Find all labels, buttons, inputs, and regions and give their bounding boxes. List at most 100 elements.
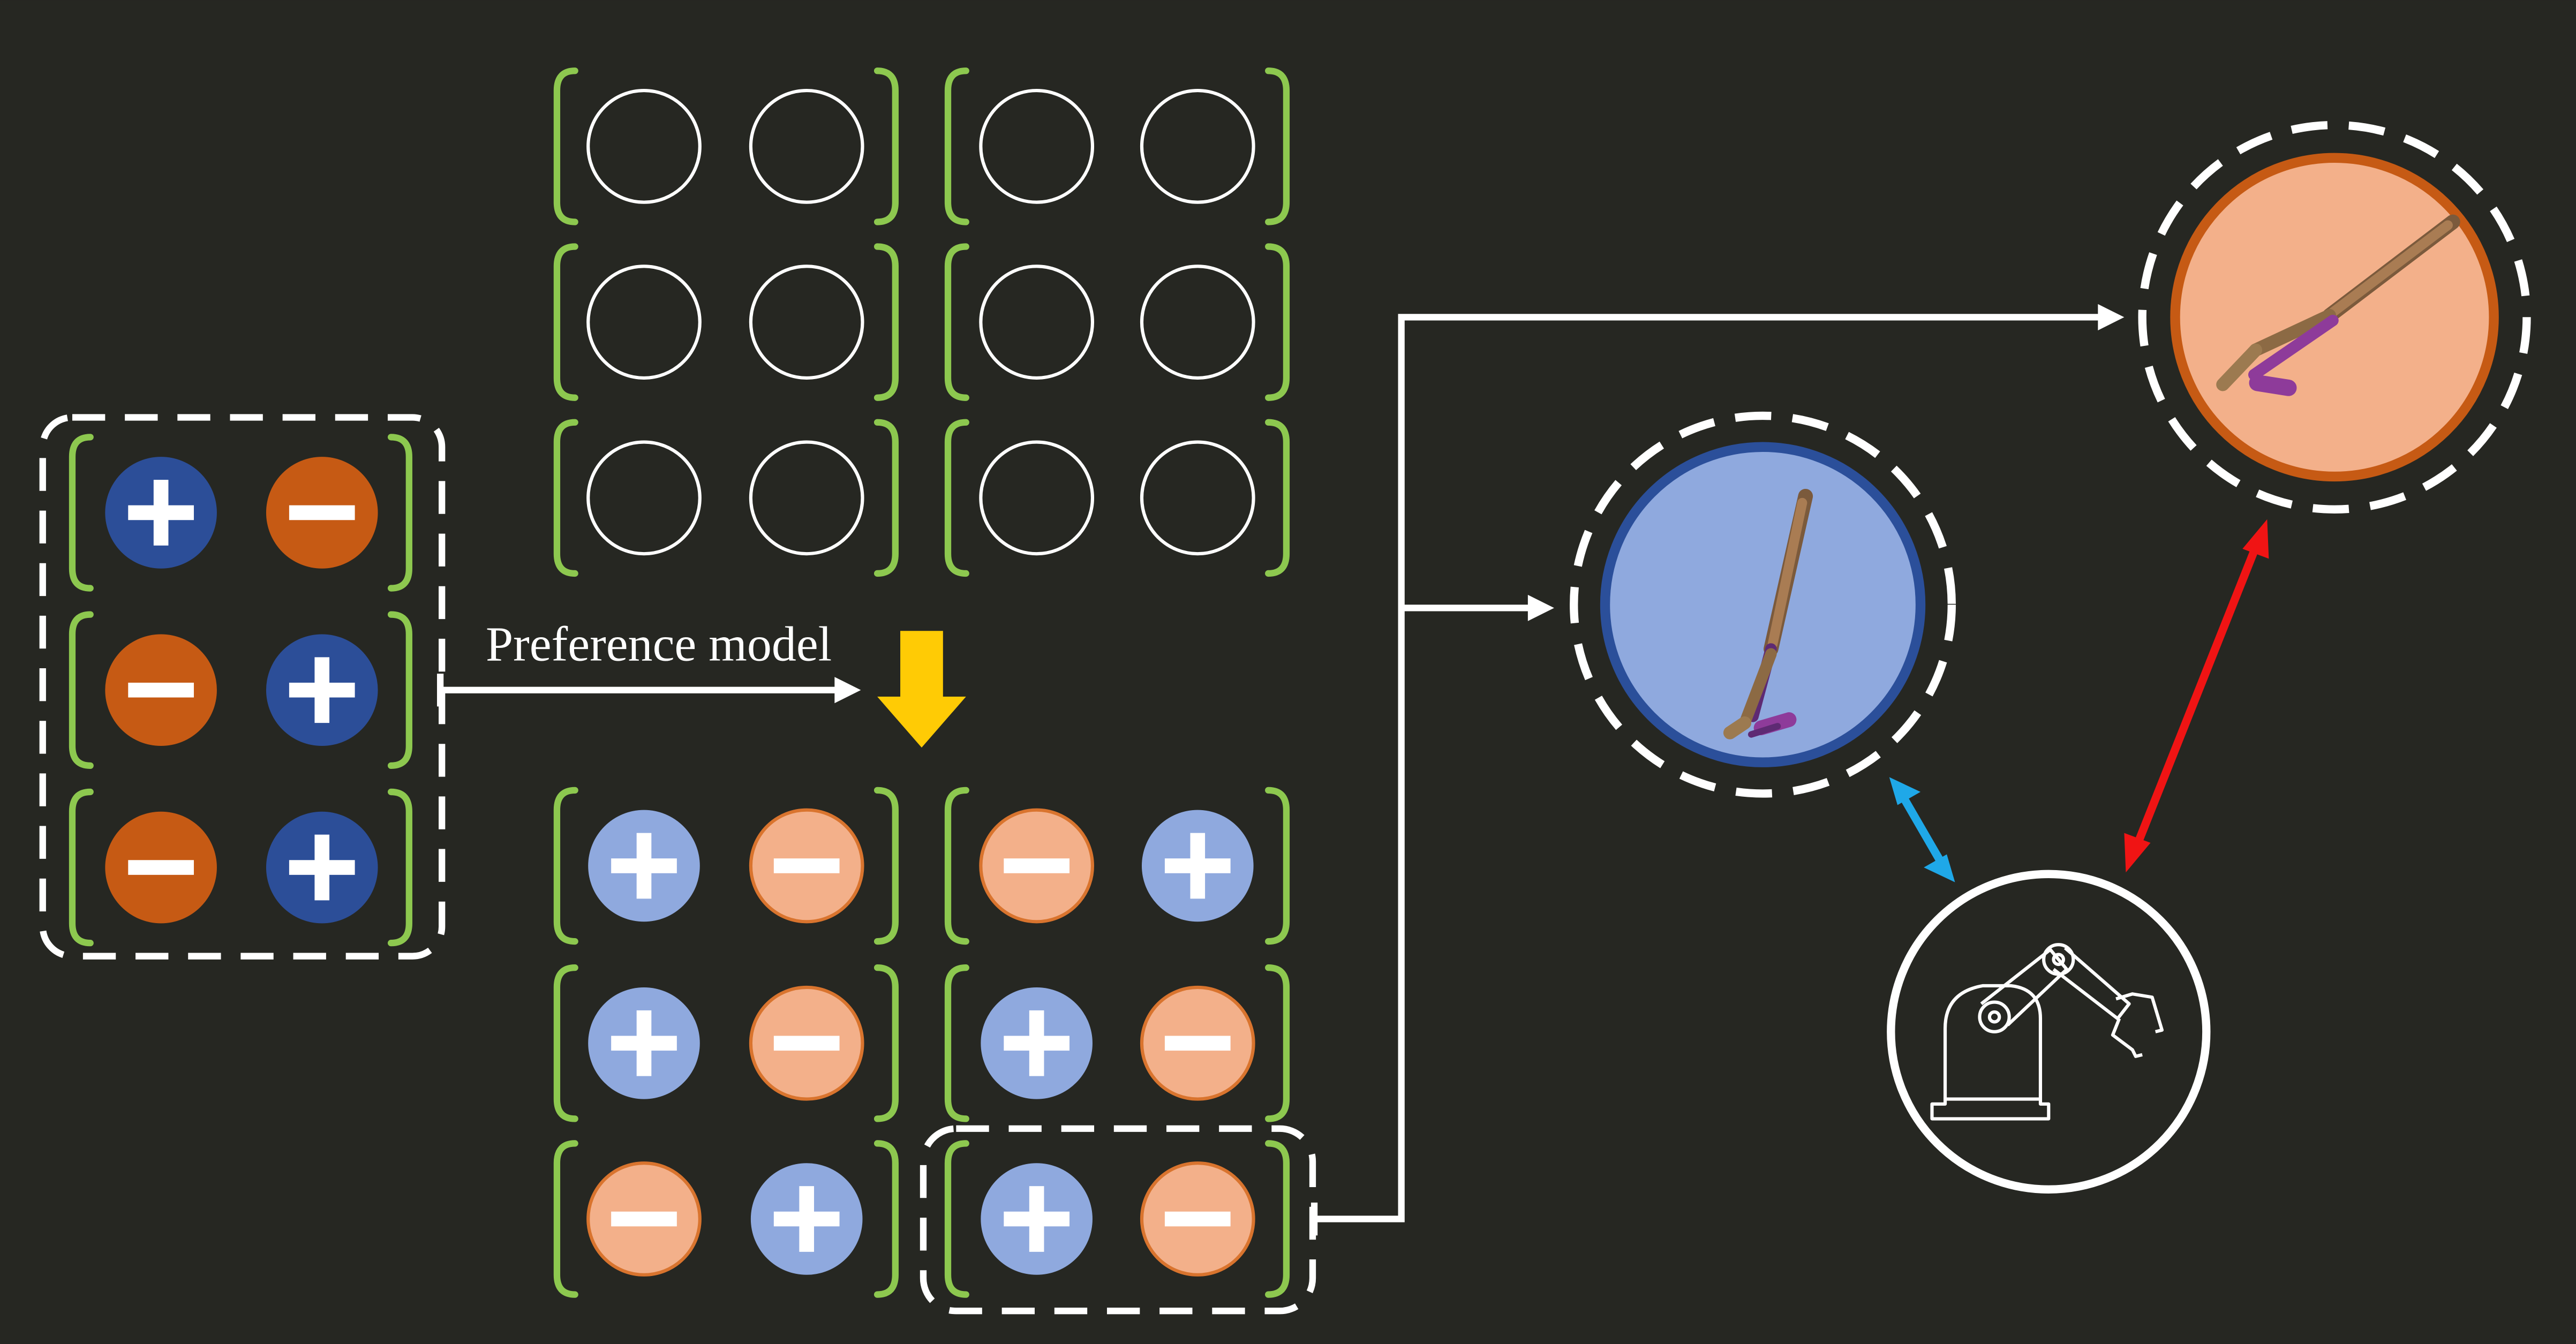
glyph-bar xyxy=(314,657,330,723)
blue-node-dashed-ring xyxy=(1570,411,1956,798)
left-bracket xyxy=(69,611,94,769)
empty-pair xyxy=(553,67,899,225)
connectors xyxy=(436,314,2103,1236)
left-bracket xyxy=(553,243,578,401)
plus-icon xyxy=(1004,1010,1070,1076)
empty-slot xyxy=(1140,265,1255,380)
plus-icon xyxy=(1004,1186,1070,1252)
glyph-bar xyxy=(636,1010,652,1076)
empty-slot xyxy=(749,440,864,556)
glyph-bar xyxy=(1029,1010,1044,1076)
plus-icon xyxy=(611,833,677,899)
plus-token xyxy=(1141,810,1254,922)
labeled-pair xyxy=(944,964,1290,1122)
glyph-bar xyxy=(1004,858,1070,873)
left-bracket xyxy=(553,1140,578,1298)
empty-pair xyxy=(944,67,1290,225)
plus-token xyxy=(266,811,378,924)
left-bracket xyxy=(69,434,94,592)
plus-icon xyxy=(289,834,355,901)
labeled-pair xyxy=(553,964,899,1122)
glyph-bar xyxy=(1029,1186,1044,1252)
minus-token xyxy=(586,1161,702,1277)
left-bracket xyxy=(944,964,969,1122)
right-bracket xyxy=(387,434,412,592)
plus-icon xyxy=(128,480,194,546)
left-bracket xyxy=(553,787,578,945)
minus-icon xyxy=(128,682,194,698)
left-bracket xyxy=(944,243,969,401)
glyph-bar xyxy=(153,480,169,546)
glyph-bar xyxy=(1164,1211,1231,1227)
empty-slot xyxy=(979,440,1095,556)
minus-icon xyxy=(1164,1211,1231,1227)
right-bracket xyxy=(873,787,899,945)
empty-slot xyxy=(979,89,1095,204)
plus-icon xyxy=(611,1010,677,1076)
yellow-down-arrow xyxy=(877,631,966,748)
orange-node-arrowhead xyxy=(2098,304,2125,330)
empty-slot xyxy=(749,89,864,204)
left-bracket xyxy=(69,788,94,947)
minus-token xyxy=(1140,1161,1255,1277)
glyph-bar xyxy=(314,834,330,901)
empty-slot xyxy=(1140,89,1255,204)
preference-model-label: Preference model xyxy=(486,617,832,671)
minus-token xyxy=(749,985,864,1101)
minus-icon xyxy=(611,1211,677,1227)
walker-pose-icon xyxy=(1723,488,1813,739)
empty-slot xyxy=(979,265,1095,380)
right-bracket xyxy=(873,243,899,401)
empty-slot xyxy=(586,440,702,556)
right-bracket xyxy=(1265,243,1290,401)
minus-icon xyxy=(773,1036,840,1051)
glyph-bar xyxy=(289,505,355,520)
empty-pair xyxy=(944,243,1290,401)
labeled-pairs-grid xyxy=(553,787,1316,1315)
right-bracket xyxy=(1265,964,1290,1122)
glyph-bar xyxy=(636,833,652,899)
preference-arrowhead xyxy=(834,677,861,704)
left-bracket xyxy=(553,67,578,225)
minus-icon xyxy=(1004,858,1070,873)
right-bracket xyxy=(387,788,412,947)
minus-icon xyxy=(289,505,355,520)
selection-connector xyxy=(1314,314,2103,1222)
minus-icon xyxy=(1164,1036,1231,1051)
input-pair-row xyxy=(69,434,412,592)
plus-icon xyxy=(773,1186,840,1252)
glyph-bar xyxy=(799,1186,814,1252)
plus-token xyxy=(981,987,1093,1099)
labeled-pair xyxy=(553,787,899,945)
right-bracket xyxy=(873,67,899,225)
robot-arm-icon xyxy=(1930,943,2164,1121)
left-bracket xyxy=(944,67,969,225)
empty-pairs-grid xyxy=(553,67,1290,577)
plus-token xyxy=(981,1163,1093,1275)
labeled-pair xyxy=(944,787,1290,945)
right-bracket xyxy=(387,611,412,769)
minus-token xyxy=(266,457,378,569)
minus-token xyxy=(105,634,217,746)
empty-slot xyxy=(586,89,702,204)
right-bracket xyxy=(873,419,899,577)
red-double-arrow xyxy=(2124,519,2269,873)
minus-icon xyxy=(128,860,194,875)
empty-pair xyxy=(553,419,899,577)
plus-token xyxy=(588,810,700,922)
blue-node-disk xyxy=(1600,442,1926,767)
plus-token xyxy=(588,987,700,1099)
right-bracket xyxy=(1265,67,1290,225)
input-pair-row xyxy=(69,611,412,769)
right-bracket xyxy=(1265,787,1290,945)
robot-node-ring xyxy=(1887,870,2211,1194)
glyph-bar xyxy=(128,860,194,875)
walker-pose-icon xyxy=(2216,214,2460,396)
glyph-bar xyxy=(611,1211,677,1227)
minus-icon xyxy=(773,858,840,873)
left-bracket xyxy=(944,787,969,945)
plus-token xyxy=(750,1163,863,1275)
empty-slot xyxy=(586,265,702,380)
